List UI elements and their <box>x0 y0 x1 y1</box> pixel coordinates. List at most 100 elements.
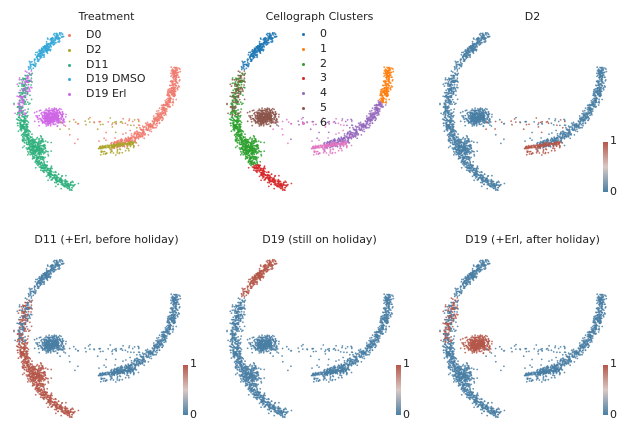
data-point <box>254 164 257 167</box>
data-point <box>169 90 172 93</box>
data-point <box>28 60 31 63</box>
data-point <box>254 52 257 54</box>
data-point <box>237 112 239 114</box>
data-point <box>240 130 242 133</box>
data-point <box>368 112 370 115</box>
data-point <box>130 139 133 142</box>
data-point <box>51 167 53 170</box>
data-point <box>281 187 284 190</box>
data-point <box>52 177 54 179</box>
data-point <box>236 117 239 120</box>
data-point <box>326 143 329 146</box>
data-point <box>385 74 388 76</box>
data-point <box>248 154 251 157</box>
data-point <box>343 133 346 135</box>
data-point <box>45 149 47 152</box>
data-point <box>253 135 256 138</box>
data-point <box>38 55 40 57</box>
data-point <box>256 53 259 56</box>
data-point <box>171 68 174 71</box>
data-point <box>43 171 45 174</box>
data-point <box>231 113 234 116</box>
data-point <box>238 139 240 142</box>
data-point <box>258 166 261 169</box>
data-point <box>40 56 43 59</box>
data-point <box>451 98 454 101</box>
data-point <box>462 51 465 54</box>
data-point <box>241 72 244 75</box>
data-point <box>250 157 253 160</box>
data-point <box>142 128 145 131</box>
data-point <box>145 124 148 127</box>
data-point <box>57 173 60 176</box>
data-point <box>346 124 348 127</box>
data-point <box>335 133 337 136</box>
data-point <box>234 109 236 112</box>
data-point <box>23 127 26 130</box>
data-point <box>254 150 257 153</box>
data-point <box>261 177 264 179</box>
data-point <box>269 38 272 41</box>
data-point <box>17 103 20 106</box>
data-point <box>350 137 353 140</box>
data-point <box>22 109 25 112</box>
data-point <box>370 109 373 112</box>
data-point <box>355 131 358 134</box>
data-point <box>44 47 47 50</box>
data-point <box>172 89 175 92</box>
data-point <box>271 40 274 42</box>
data-point <box>31 72 34 75</box>
data-point <box>169 84 171 87</box>
data-point <box>42 156 45 159</box>
data-point <box>77 182 80 185</box>
data-point <box>29 86 32 89</box>
data-point <box>21 88 24 91</box>
data-point <box>277 180 280 182</box>
data-point <box>252 57 255 60</box>
data-point <box>360 134 363 136</box>
data-point <box>103 137 105 140</box>
data-point <box>74 121 77 124</box>
data-point <box>239 134 241 137</box>
data-point <box>260 155 263 157</box>
data-point <box>329 148 332 151</box>
data-point <box>19 89 22 92</box>
data-point <box>242 86 245 89</box>
data-point <box>100 150 103 153</box>
data-point <box>64 116 67 118</box>
data-point <box>27 134 30 136</box>
data-point <box>174 67 177 70</box>
data-point <box>127 139 130 142</box>
data-point <box>281 133 284 136</box>
data-point <box>259 171 262 174</box>
data-point <box>312 123 315 126</box>
data-point <box>27 152 30 155</box>
legend-marker <box>302 77 305 81</box>
data-point <box>171 82 174 84</box>
data-point <box>119 139 122 141</box>
data-point <box>262 113 264 116</box>
data-point <box>54 178 57 181</box>
data-point <box>44 152 46 154</box>
data-point <box>249 116 252 119</box>
data-point <box>359 121 362 124</box>
data-point <box>264 118 267 121</box>
data-point <box>49 167 52 170</box>
data-point <box>388 85 391 87</box>
data-point <box>37 140 40 143</box>
data-point <box>89 116 91 119</box>
data-point <box>113 121 116 124</box>
data-point <box>20 82 22 84</box>
data-point <box>267 170 270 173</box>
data-point <box>109 144 112 147</box>
data-point <box>172 74 175 76</box>
data-point <box>339 147 341 150</box>
data-point <box>168 105 170 108</box>
data-point <box>30 139 32 142</box>
data-point <box>16 113 19 116</box>
data-point <box>363 128 365 131</box>
data-point <box>255 167 258 170</box>
data-point <box>268 35 270 38</box>
data-point <box>21 119 24 122</box>
data-point <box>163 114 166 117</box>
